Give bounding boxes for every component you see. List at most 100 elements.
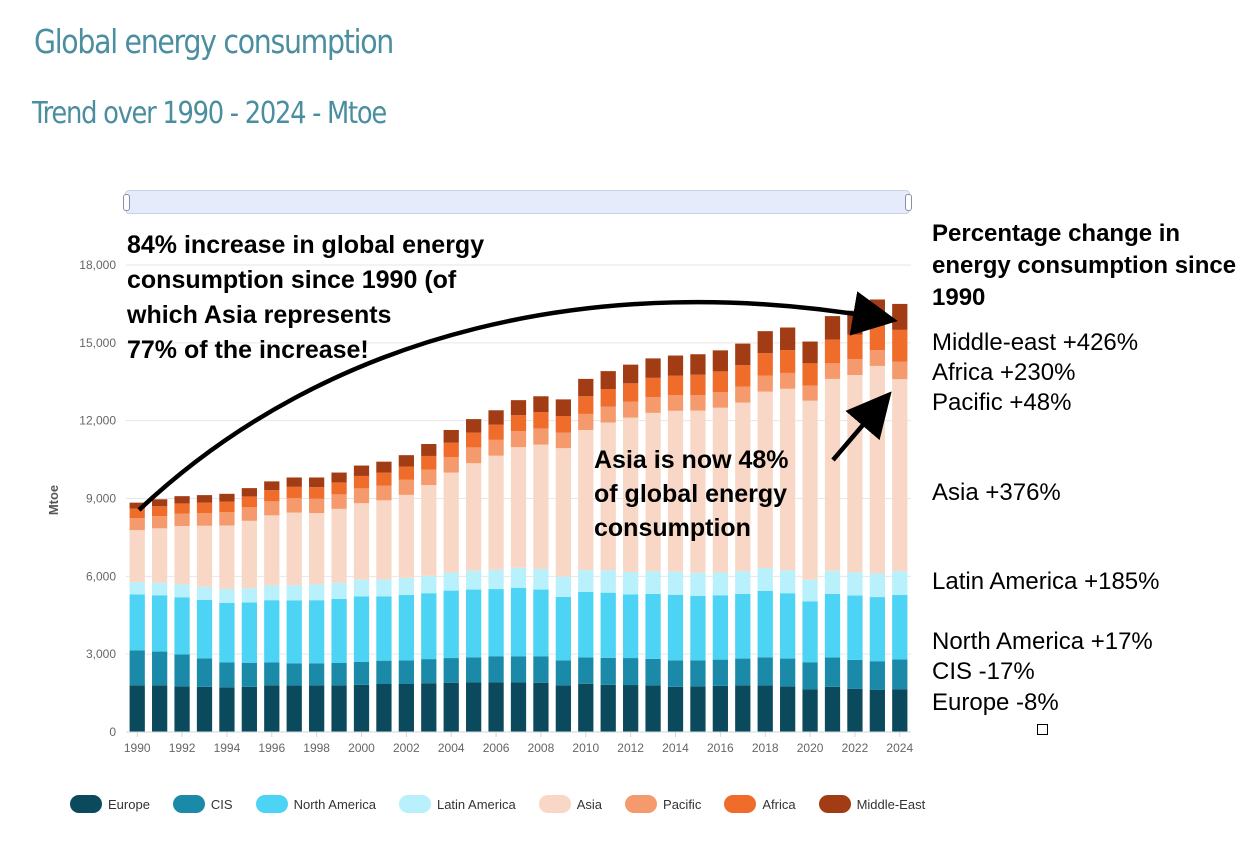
bar-segment[interactable] [309, 663, 325, 686]
bar-segment[interactable] [869, 689, 885, 732]
bar-segment[interactable] [488, 589, 504, 657]
bar-segment[interactable] [757, 331, 773, 354]
bar-segment[interactable] [824, 316, 841, 340]
bar-segment[interactable] [398, 595, 414, 661]
bar-segment[interactable] [757, 353, 773, 376]
bar-segment[interactable] [802, 662, 818, 690]
bar-segment[interactable] [196, 495, 213, 503]
bar-segment[interactable] [892, 329, 908, 362]
bar-segment[interactable] [376, 485, 392, 501]
bar-segment[interactable] [757, 685, 773, 732]
bar-segment[interactable] [533, 589, 549, 657]
range-handle-right[interactable] [905, 194, 912, 211]
bar-segment[interactable] [735, 685, 751, 732]
range-selector-scrollbar[interactable] [123, 190, 912, 214]
bar-segment[interactable] [174, 654, 190, 687]
bar-segment[interactable] [824, 570, 841, 594]
bar-segment[interactable] [219, 501, 235, 513]
bar-segment[interactable] [309, 498, 325, 514]
bar-segment[interactable] [892, 379, 908, 572]
bar-segment[interactable] [645, 412, 661, 572]
bar-segment[interactable] [578, 396, 594, 414]
bar-segment[interactable] [600, 422, 616, 571]
bar-segment[interactable] [802, 689, 818, 732]
bar-segment[interactable] [466, 419, 482, 433]
bar-segment[interactable] [443, 472, 459, 573]
bar-segment[interactable] [555, 596, 571, 661]
bar-segment[interactable] [309, 584, 325, 601]
bar-segment[interactable] [892, 595, 908, 660]
bar-segment[interactable] [869, 324, 885, 351]
bar-segment[interactable] [645, 397, 661, 413]
bar-segment[interactable] [241, 662, 257, 687]
bar-segment[interactable] [578, 683, 594, 732]
bar-segment[interactable] [488, 424, 504, 440]
bar-segment[interactable] [309, 513, 325, 585]
bar-segment[interactable] [735, 386, 751, 403]
bar-segment[interactable] [264, 600, 280, 663]
bar-segment[interactable] [152, 528, 168, 583]
legend-item-middle-east[interactable]: Middle-East [818, 795, 925, 813]
bar-segment[interactable] [690, 595, 706, 661]
bar-segment[interactable] [129, 530, 145, 583]
bar-segment[interactable] [286, 663, 302, 686]
bar-segment[interactable] [241, 686, 257, 732]
bar-segment[interactable] [645, 571, 661, 594]
bar-segment[interactable] [780, 350, 796, 373]
bar-segment[interactable] [421, 659, 437, 684]
bar-segment[interactable] [152, 595, 168, 652]
bar-segment[interactable] [869, 365, 885, 574]
bar-segment[interactable] [757, 391, 773, 569]
bar-segment[interactable] [623, 685, 639, 732]
bar-segment[interactable] [466, 657, 482, 683]
bar-segment[interactable] [869, 661, 885, 690]
bar-segment[interactable] [712, 371, 728, 393]
bar-segment[interactable] [578, 657, 594, 684]
bar-segment[interactable] [286, 512, 302, 586]
bar-segment[interactable] [847, 359, 863, 376]
bar-segment[interactable] [780, 593, 796, 659]
bar-segment[interactable] [533, 412, 549, 429]
bar-segment[interactable] [533, 656, 549, 683]
bar-segment[interactable] [712, 350, 728, 372]
bar-segment[interactable] [780, 388, 796, 571]
bar-segment[interactable] [623, 658, 639, 686]
bar-segment[interactable] [219, 525, 235, 590]
bar-segment[interactable] [466, 570, 482, 590]
bar-segment[interactable] [510, 431, 527, 448]
bar-segment[interactable] [600, 570, 616, 593]
bar-segment[interactable] [802, 341, 818, 364]
bar-segment[interactable] [623, 417, 639, 572]
bar-segment[interactable] [712, 685, 728, 732]
bar-segment[interactable] [780, 327, 796, 351]
bar-segment[interactable] [152, 516, 168, 529]
bar-segment[interactable] [174, 686, 190, 732]
bar-segment[interactable] [735, 658, 751, 686]
bar-segment[interactable] [712, 572, 728, 596]
bar-segment[interactable] [241, 520, 257, 589]
bar-segment[interactable] [510, 587, 527, 657]
bar-segment[interactable] [196, 586, 213, 600]
bar-segment[interactable] [129, 650, 145, 686]
bar-segment[interactable] [555, 415, 571, 433]
bar-segment[interactable] [353, 465, 370, 476]
bar-segment[interactable] [376, 579, 392, 597]
bar-segment[interactable] [443, 590, 459, 659]
bar-segment[interactable] [196, 502, 213, 514]
bar-segment[interactable] [353, 475, 370, 489]
bar-segment[interactable] [174, 513, 190, 527]
bar-segment[interactable] [443, 442, 459, 457]
bar-segment[interactable] [667, 660, 684, 687]
bar-segment[interactable] [174, 496, 190, 504]
bar-segment[interactable] [241, 496, 257, 508]
bar-segment[interactable] [667, 375, 684, 396]
bar-segment[interactable] [196, 658, 213, 687]
bar-segment[interactable] [757, 590, 773, 658]
bar-segment[interactable] [578, 591, 594, 658]
bar-segment[interactable] [869, 299, 885, 325]
bar-segment[interactable] [600, 684, 616, 732]
bar-segment[interactable] [331, 472, 347, 483]
bar-segment[interactable] [757, 657, 773, 686]
bar-segment[interactable] [174, 526, 190, 585]
bar-segment[interactable] [398, 494, 414, 578]
